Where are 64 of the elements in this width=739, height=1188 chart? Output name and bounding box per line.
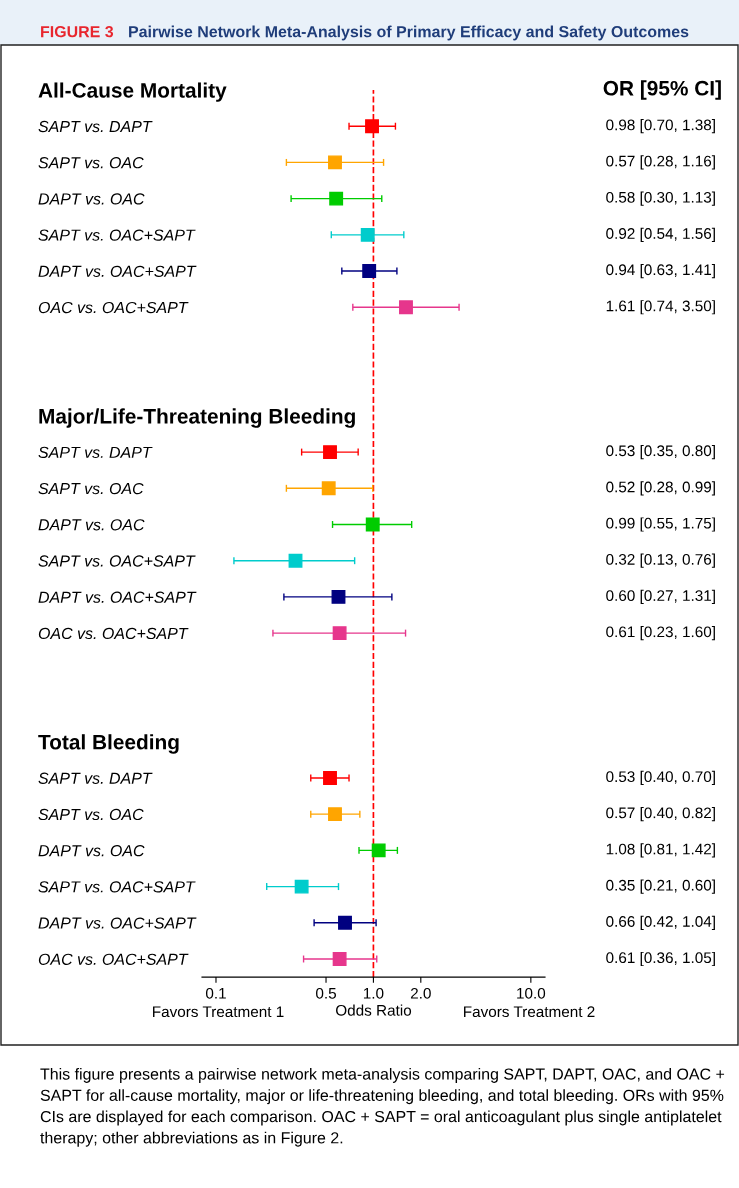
point — [323, 445, 337, 460]
caption: FIGURE 3 — [41, 25, 114, 38]
y-tick-label: SAPT vs. OAC+SAPT — [38, 555, 196, 567]
data-label: 0.53 [0.40, 0.70] — [606, 770, 715, 786]
y-tick-label: SAPT vs. OAC — [38, 808, 144, 821]
x-tick-label: 0.1 — [205, 987, 226, 999]
data-label: 0.98 [0.70, 1.38] — [606, 119, 715, 134]
y-tick-label: SAPT vs. OAC+SAPT — [38, 881, 196, 893]
x-tick-label: 2.0 — [410, 987, 431, 999]
point — [328, 155, 342, 170]
point — [328, 807, 342, 822]
y-tick-label: OAC vs. OAC+SAPT — [38, 301, 189, 314]
point — [332, 626, 347, 641]
y-tick-label: SAPT vs. DAPT — [38, 446, 153, 459]
data-label: 0.92 [0.54, 1.56] — [606, 227, 715, 242]
x-tick-label: 1.0 — [363, 987, 384, 999]
y-tick-label: SAPT vs. OAC — [38, 482, 144, 495]
y-tick-label: DAPT vs. OAC — [38, 193, 145, 205]
data-label: 0.61 [0.36, 1.05] — [606, 951, 715, 967]
data-label: 1.61 [0.74, 3.50] — [606, 300, 715, 315]
y-tick-label: DAPT vs. OAC — [38, 519, 145, 531]
y-tick-label: OAC vs. OAC+SAPT — [38, 627, 189, 640]
point — [365, 517, 380, 532]
point — [331, 589, 346, 604]
point — [332, 952, 347, 966]
text: Favors Treatment 2 — [464, 1006, 595, 1018]
data-label: 0.53 [0.35, 0.80] — [606, 444, 715, 460]
point — [323, 771, 337, 785]
text: OR [95% CI] — [603, 80, 721, 100]
data-label: 0.94 [0.63, 1.41] — [606, 263, 715, 279]
data-label: 0.61 [0.23, 1.60] — [606, 626, 715, 641]
data-label: 0.52 [0.28, 0.99] — [606, 481, 715, 496]
data-label: 0.58 [0.30, 1.13] — [606, 191, 715, 206]
y-tick-label: OAC vs. OAC+SAPT — [38, 953, 189, 965]
y-tick-label: SAPT vs. OAC — [38, 157, 144, 169]
point — [338, 915, 352, 930]
y-tick-label: DAPT vs. OAC+SAPT — [38, 265, 197, 277]
y-tick-label: DAPT vs. OAC+SAPT — [38, 917, 197, 929]
y-tick-label: Total Bleeding — [38, 734, 179, 754]
text: This figure presents a pairwise network meta-analysis comparing SAPT, DAPT, OAC, and OAC + SAPT for all-cause mortality, major or life-threatening bleeding, and total bleeding. ORs with 95% CIs are displayed for each comparison. OAC + SAPT = oral anticoagulant plus single antiplatelet therapy; other abbreviations as in Figure 2. — [40, 1068, 725, 1147]
data-label: 1.08 [0.81, 1.42] — [606, 843, 715, 858]
data-label: 0.99 [0.55, 1.75] — [606, 517, 715, 532]
point — [362, 264, 377, 278]
y-tick-label: SAPT vs. OAC+SAPT — [38, 229, 196, 241]
point — [365, 119, 379, 134]
data-label: 0.32 [0.13, 0.76] — [606, 553, 715, 568]
x-tick-label: 10.0 — [517, 987, 546, 999]
x-axis-title: Odds Ratio — [336, 1004, 412, 1016]
data-label: 0.57 [0.40, 0.82] — [606, 807, 715, 822]
data-label: 0.66 [0.42, 1.04] — [606, 915, 715, 930]
text: Favors Treatment 1 — [153, 1006, 284, 1018]
y-tick-label: Major/Life-Threatening Bleeding — [39, 408, 355, 428]
data-label: 0.60 [0.27, 1.31] — [606, 589, 715, 605]
data-label: 0.35 [0.21, 0.60] — [606, 879, 715, 894]
point — [360, 227, 375, 242]
data-label: 0.57 [0.28, 1.16] — [606, 155, 715, 170]
y-tick-label: All-Cause Mortality — [38, 82, 227, 102]
point — [329, 191, 344, 206]
text: Pairwise Network Meta-Analysis of Primary Efficacy and Safety Outcomes — [129, 25, 689, 41]
y-tick-label: SAPT vs. DAPT — [38, 120, 153, 133]
x-tick-label: 0.5 — [316, 987, 336, 999]
y-tick-label: SAPT vs. DAPT — [38, 772, 153, 784]
y-tick-label: DAPT vs. OAC — [38, 845, 145, 857]
y-tick-label: DAPT vs. OAC+SAPT — [38, 591, 197, 603]
